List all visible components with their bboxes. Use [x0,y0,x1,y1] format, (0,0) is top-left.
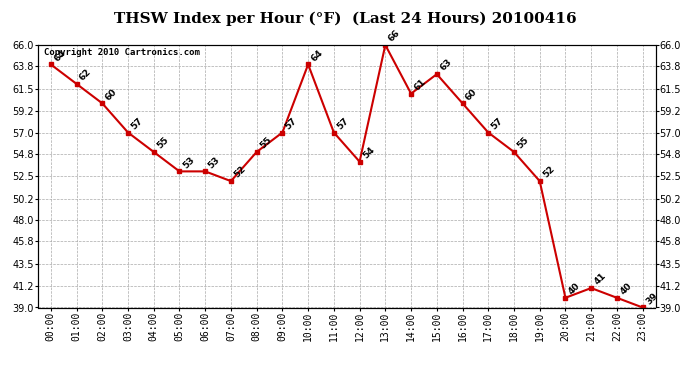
Text: 39: 39 [644,291,660,306]
Text: 57: 57 [335,116,351,131]
Text: 55: 55 [258,135,273,150]
Text: THSW Index per Hour (°F)  (Last 24 Hours) 20100416: THSW Index per Hour (°F) (Last 24 Hours)… [114,11,576,26]
Text: 64: 64 [310,48,325,63]
Text: 64: 64 [52,48,68,63]
Text: 60: 60 [104,87,119,102]
Text: 54: 54 [361,145,376,160]
Text: 60: 60 [464,87,479,102]
Text: 55: 55 [155,135,170,150]
Text: 61: 61 [413,77,428,92]
Text: 57: 57 [490,116,505,131]
Text: Copyright 2010 Cartronics.com: Copyright 2010 Cartronics.com [44,48,200,57]
Text: 63: 63 [438,58,453,73]
Text: 52: 52 [233,165,248,180]
Text: 40: 40 [618,281,633,296]
Text: 40: 40 [566,281,582,296]
Text: 52: 52 [541,165,556,180]
Text: 53: 53 [181,155,196,170]
Text: 41: 41 [593,272,608,286]
Text: 55: 55 [515,135,531,150]
Text: 57: 57 [284,116,299,131]
Text: 57: 57 [130,116,145,131]
Text: 66: 66 [386,28,402,44]
Text: 62: 62 [78,67,93,82]
Text: 53: 53 [206,155,221,170]
